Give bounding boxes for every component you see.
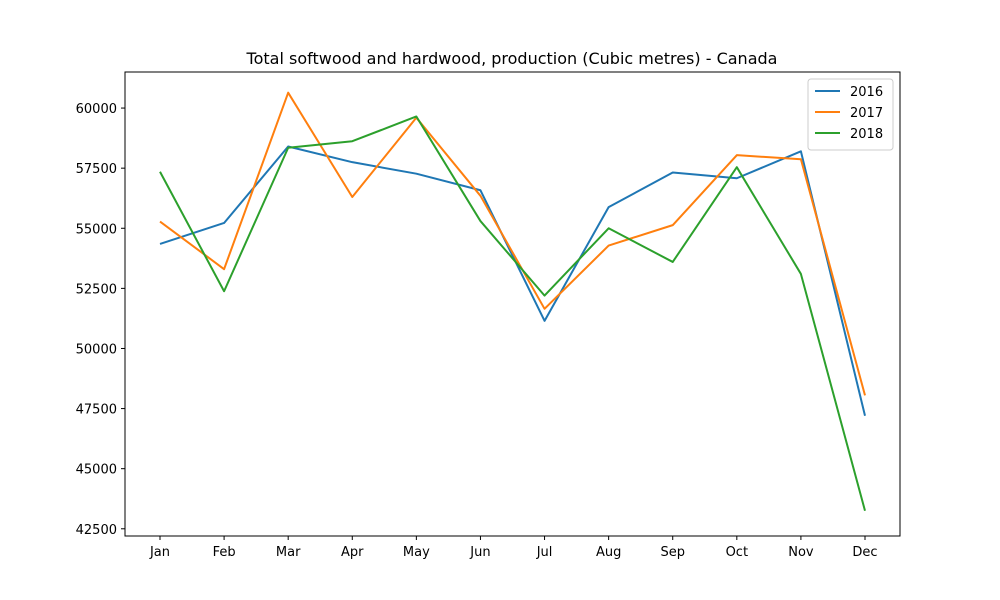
y-tick-label: 50000: [76, 342, 117, 357]
x-tick-label: Dec: [852, 545, 877, 560]
plot-area: [159, 91, 866, 512]
legend: 2016 2017 2018: [807, 78, 894, 151]
series-line-2016: [159, 145, 866, 417]
legend-label-2016: 2016: [850, 85, 883, 100]
x-tick-label: May: [403, 545, 430, 560]
y-tick-label: 55000: [76, 222, 117, 237]
chart-title: Total softwood and hardwood, production …: [246, 49, 778, 68]
x-tick-label: Oct: [726, 545, 748, 560]
x-tick-label: Jul: [536, 545, 553, 560]
y-tick-label: 60000: [76, 102, 117, 117]
y-tick-label: 57500: [76, 162, 117, 177]
x-tick-label: Feb: [213, 545, 236, 560]
y-tick-label: 52500: [76, 282, 117, 297]
x-tick-label: Jun: [469, 545, 490, 560]
plot-frame: [124, 71, 901, 537]
legend-label-2017: 2017: [850, 106, 883, 121]
y-tick-label: 45000: [76, 463, 117, 478]
x-tick-label: Jan: [149, 545, 170, 560]
x-tick-label: Sep: [660, 545, 685, 560]
x-tick-label: Aug: [596, 545, 621, 560]
x-tick-label: Nov: [788, 545, 814, 560]
x-tick-label: Mar: [276, 545, 301, 560]
y-tick-label: 42500: [76, 523, 117, 538]
y-tick-label: 47500: [76, 403, 117, 418]
series-line-2017: [159, 91, 866, 396]
legend-label-2018: 2018: [850, 127, 883, 142]
series-line-2018: [159, 115, 866, 512]
x-tick-label: Apr: [341, 545, 364, 560]
